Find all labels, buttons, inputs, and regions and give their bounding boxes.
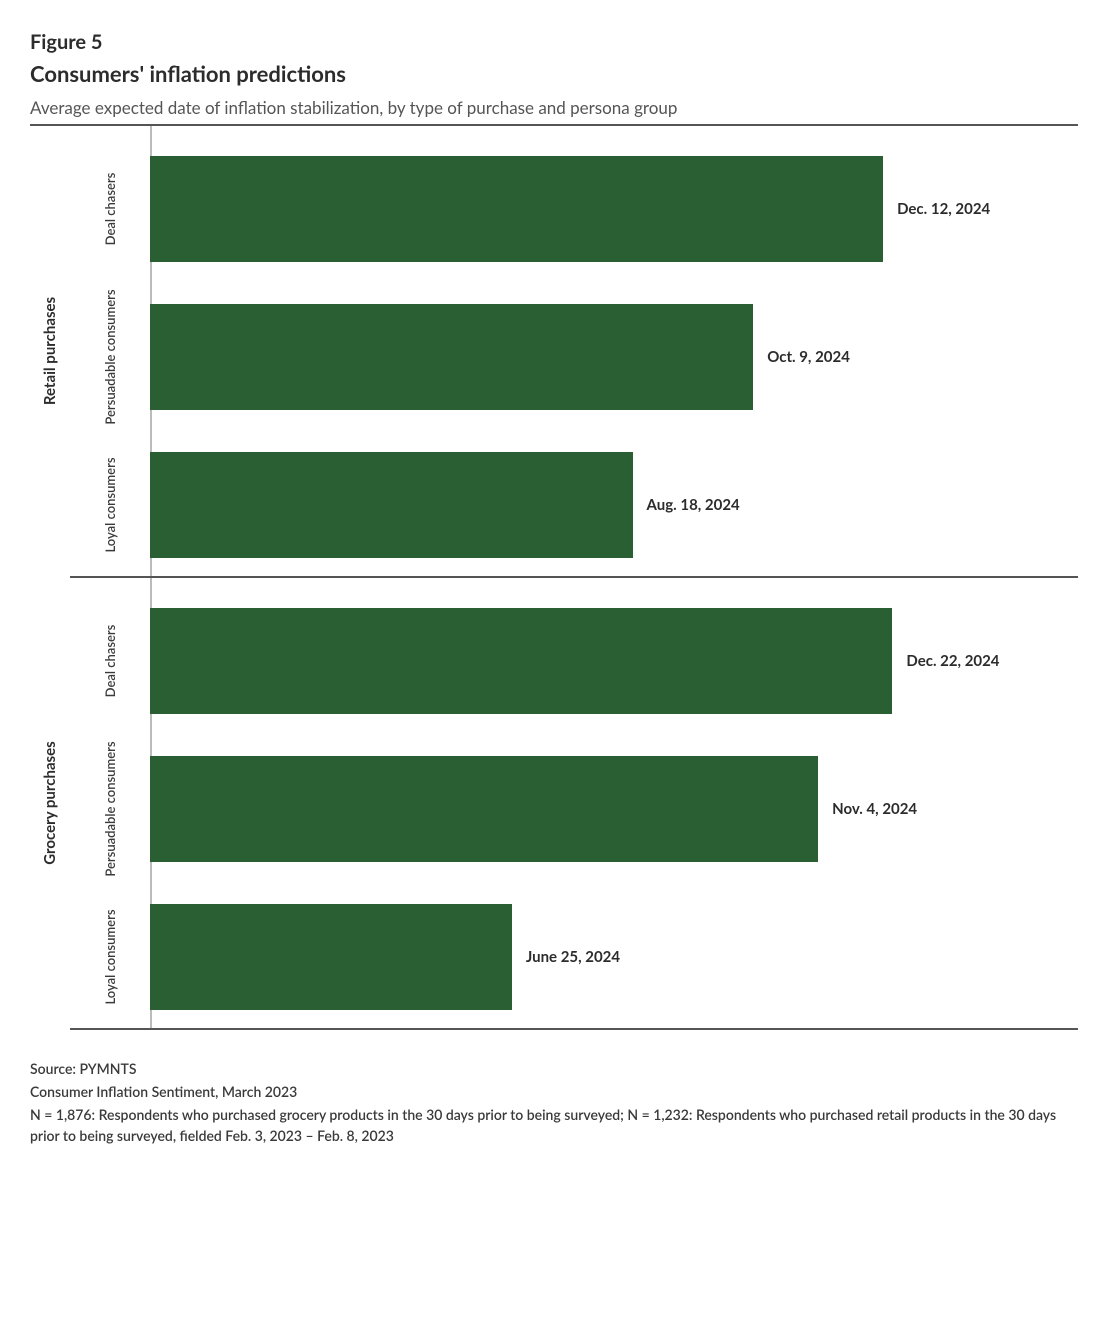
bar-fill [150, 904, 512, 1010]
bar-value-label: Dec. 12, 2024 [897, 200, 990, 218]
panel-grocery: Grocery purchases Deal chasers Dec. 22, … [30, 578, 1078, 1028]
bar-fill [150, 608, 892, 714]
footnote-study: Consumer Inflation Sentiment, March 2023 [30, 1081, 1078, 1102]
sub-label-col: Deal chasers [70, 156, 150, 262]
bar-sub-label: Persuadable consumers [102, 289, 118, 424]
sub-label-col: Loyal consumers [70, 904, 150, 1010]
panel-retail: Retail purchases Deal chasers Dec. 12, 2… [30, 126, 1078, 576]
sub-label-col: Loyal consumers [70, 452, 150, 558]
panel-label-col: Retail purchases [30, 126, 70, 576]
bar-track: Aug. 18, 2024 [150, 452, 1078, 558]
bar-fill [150, 156, 883, 262]
sub-label-col: Deal chasers [70, 608, 150, 714]
sub-label-col: Persuadable consumers [70, 756, 150, 862]
bar-row: Persuadable consumers Oct. 9, 2024 [70, 304, 1078, 410]
bar-row: Deal chasers Dec. 12, 2024 [70, 156, 1078, 262]
bar-sub-label: Persuadable consumers [102, 741, 118, 876]
bar-track: Oct. 9, 2024 [150, 304, 1078, 410]
figure-subtitle: Average expected date of inflation stabi… [30, 97, 1078, 118]
bar-fill [150, 452, 633, 558]
bar-value-label: Dec. 22, 2024 [906, 652, 999, 670]
bar-sub-label: Deal chasers [102, 625, 118, 698]
bar-track: Dec. 22, 2024 [150, 608, 1078, 714]
panel-label-col: Grocery purchases [30, 578, 70, 1028]
bar-value-label: Oct. 9, 2024 [767, 348, 850, 366]
bar-row: Loyal consumers Aug. 18, 2024 [70, 452, 1078, 558]
panel-label-grocery: Grocery purchases [41, 741, 59, 865]
bar-track: June 25, 2024 [150, 904, 1078, 1010]
figure-number: Figure 5 [30, 30, 1078, 54]
bar-row: Deal chasers Dec. 22, 2024 [70, 608, 1078, 714]
bar-fill [150, 304, 753, 410]
figure-title: Consumers' inflation predictions [30, 60, 1078, 87]
bar-row: Persuadable consumers Nov. 4, 2024 [70, 756, 1078, 862]
bar-track: Dec. 12, 2024 [150, 156, 1078, 262]
bar-sub-label: Deal chasers [102, 173, 118, 246]
bar-sub-label: Loyal consumers [102, 909, 118, 1004]
panel-label-retail: Retail purchases [41, 297, 59, 405]
bar-track: Nov. 4, 2024 [150, 756, 1078, 862]
bar-value-label: June 25, 2024 [526, 948, 620, 966]
sub-label-col: Persuadable consumers [70, 304, 150, 410]
footnotes: Source: PYMNTS Consumer Inflation Sentim… [30, 1058, 1078, 1146]
footnote-sample: N = 1,876: Respondents who purchased gro… [30, 1104, 1078, 1146]
bottom-rule [70, 1028, 1078, 1030]
bar-value-label: Aug. 18, 2024 [647, 496, 740, 514]
footnote-source: Source: PYMNTS [30, 1058, 1078, 1079]
chart-area: Retail purchases Deal chasers Dec. 12, 2… [30, 126, 1078, 1030]
bars-col: Deal chasers Dec. 22, 2024 Persuadable c… [70, 578, 1078, 1028]
bar-value-label: Nov. 4, 2024 [832, 800, 917, 818]
bar-row: Loyal consumers June 25, 2024 [70, 904, 1078, 1010]
bar-sub-label: Loyal consumers [102, 457, 118, 552]
bars-col: Deal chasers Dec. 12, 2024 Persuadable c… [70, 126, 1078, 576]
bar-fill [150, 756, 818, 862]
